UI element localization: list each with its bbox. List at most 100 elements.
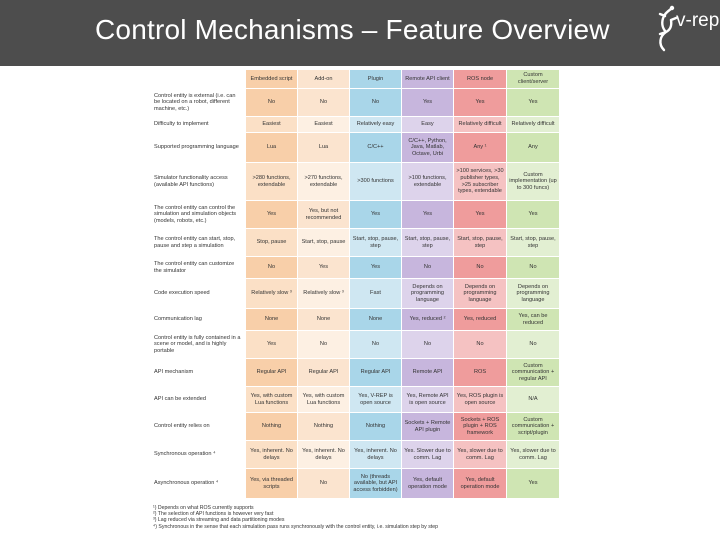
table-cell: >300 functions: [349, 162, 402, 201]
table-cell: Start, stop, pause, step: [453, 228, 507, 257]
column-header-embedded-script: Embedded script: [245, 69, 298, 89]
table-row: Supported programming language Lua Lua C…: [151, 132, 560, 163]
footnote: ²) The selection of API functions is how…: [153, 511, 274, 518]
table-cell: Start, stop, pause: [297, 228, 350, 257]
table-cell: Yes, via threaded scripts: [245, 468, 298, 499]
table-cell: Easiest: [245, 116, 298, 133]
row-label: Difficulty to implement: [151, 116, 246, 133]
table-cell: Yes, Remote API is open source: [401, 386, 454, 413]
column-header-ros-node: ROS node: [453, 69, 507, 89]
table-cell: Relatively slow ³: [245, 278, 298, 309]
column-header-add-on: Add-on: [297, 69, 350, 89]
table-row: API can be extended Yes, with custom Lua…: [151, 386, 560, 413]
table-cell: Depends on programming language: [401, 278, 454, 309]
table-cell: Fast: [349, 278, 402, 309]
row-label: Communication lag: [151, 308, 246, 331]
table-cell: Yes, inherent. No delays: [245, 440, 298, 469]
table-cell: C/C++, Python, Java, Matlab, Octave, Urb…: [401, 132, 454, 163]
table-cell: Remote API: [401, 358, 454, 387]
table-cell: No: [349, 330, 402, 359]
footnote: ³) Lag reduced via streaming and data pa…: [153, 517, 285, 524]
table-cell: None: [245, 308, 298, 331]
table-cell: Lua: [297, 132, 350, 163]
row-label: The control entity can customize the sim…: [151, 256, 246, 279]
table-row: Code execution speed Relatively slow ³ R…: [151, 278, 560, 309]
table-cell: Relatively difficult: [453, 116, 507, 133]
table-cell: No: [401, 256, 454, 279]
corner-cell: [151, 69, 246, 89]
logo-text: v-rep: [676, 10, 720, 31]
table-cell: No: [349, 88, 402, 117]
table-cell: Yes: [297, 256, 350, 279]
table-cell: Yes, default operation mode: [453, 468, 507, 499]
table-cell: Yes: [506, 200, 560, 229]
table-cell: Start, stop, pause, step: [401, 228, 454, 257]
row-label: API mechanism: [151, 358, 246, 387]
row-label: Control entity relies on: [151, 412, 246, 441]
table-cell: >100 services, >30 publisher types, >25 …: [453, 162, 507, 201]
table-cell: Yes, ROS plugin is open source: [453, 386, 507, 413]
table-cell: Custom communication + regular API: [506, 358, 560, 387]
table-cell: Start, stop, pause, step: [506, 228, 560, 257]
table-cell: No: [297, 330, 350, 359]
table-cell: Custom communication + script/plugin: [506, 412, 560, 441]
table-cell: Depends on programming language: [506, 278, 560, 309]
table-cell: Regular API: [297, 358, 350, 387]
table-cell: Yes, slower due to comm. Lag: [506, 440, 560, 469]
table-cell: Nothing: [245, 412, 298, 441]
table-cell: >270 functions, extendable: [297, 162, 350, 201]
table-row: The control entity can control the simul…: [151, 200, 560, 229]
table-row: The control entity can customize the sim…: [151, 256, 560, 279]
table-cell: >280 functions, extendable: [245, 162, 298, 201]
table-cell: No: [453, 330, 507, 359]
table-cell: Yes: [349, 200, 402, 229]
row-label: Simulator functionality access (availabl…: [151, 162, 246, 201]
table-cell: No: [297, 88, 350, 117]
row-label: API can be extended: [151, 386, 246, 413]
table-cell: Yes: [401, 88, 454, 117]
table-cell: Yes: [506, 468, 560, 499]
table-cell: >100 functions, extendable: [401, 162, 454, 201]
table-cell: Sockets + Remote API plugin: [401, 412, 454, 441]
table-cell: No (threads available, but API access fo…: [349, 468, 402, 499]
table-cell: No: [401, 330, 454, 359]
feature-table: Embedded script Add-on Plugin Remote API…: [151, 69, 560, 499]
row-label: The control entity can control the simul…: [151, 200, 246, 229]
table-row: API mechanism Regular API Regular API Re…: [151, 358, 560, 387]
table-cell: Yes. Slower due to comm. Lag: [401, 440, 454, 469]
table-row: Difficulty to implement Easiest Easiest …: [151, 116, 560, 133]
row-label: Supported programming language: [151, 132, 246, 163]
table-cell: Yes, inherent. No delays: [297, 440, 350, 469]
footnote: ⁴) Synchronous in the sense that each si…: [153, 523, 438, 530]
row-label: Asynchronous operation ⁴: [151, 468, 246, 499]
table-cell: Yes: [506, 88, 560, 117]
table-cell: No: [453, 256, 507, 279]
table-cell: Yes, with custom Lua functions: [297, 386, 350, 413]
table-cell: Yes, with custom Lua functions: [245, 386, 298, 413]
table-row: Control entity is external (i.e. can be …: [151, 88, 560, 117]
table-row: Control entity is fully contained in a s…: [151, 330, 560, 359]
column-header-custom-client-server: Custom client/server: [506, 69, 560, 89]
table-cell: Nothing: [349, 412, 402, 441]
table-cell: Yes, can be reduced: [506, 308, 560, 331]
table-cell: Lua: [245, 132, 298, 163]
table-cell: N/A: [506, 386, 560, 413]
table-cell: Nothing: [297, 412, 350, 441]
table-cell: Custom implementation (up to 300 funcs): [506, 162, 560, 201]
table-cell: Relatively slow ³: [297, 278, 350, 309]
table-cell: Yes, reduced: [453, 308, 507, 331]
table-cell: Sockets + ROS plugin + ROS framework: [453, 412, 507, 441]
table-cell: Easy: [401, 116, 454, 133]
table-cell: No: [245, 88, 298, 117]
table-cell: ROS: [453, 358, 507, 387]
table-cell: No: [297, 468, 350, 499]
row-label: The control entity can start, stop, paus…: [151, 228, 246, 257]
table-cell: Yes, slower due to comm. Lag: [453, 440, 507, 469]
table-cell: None: [349, 308, 402, 331]
row-label: Synchronous operation ⁴: [151, 440, 246, 469]
table-cell: Depends on programming language: [453, 278, 507, 309]
footnotes: ¹) Depends on what ROS currently support…: [153, 505, 573, 530]
table-cell: Easiest: [297, 116, 350, 133]
table-row: Control entity relies on Nothing Nothing…: [151, 412, 560, 441]
table-cell: Yes: [401, 200, 454, 229]
